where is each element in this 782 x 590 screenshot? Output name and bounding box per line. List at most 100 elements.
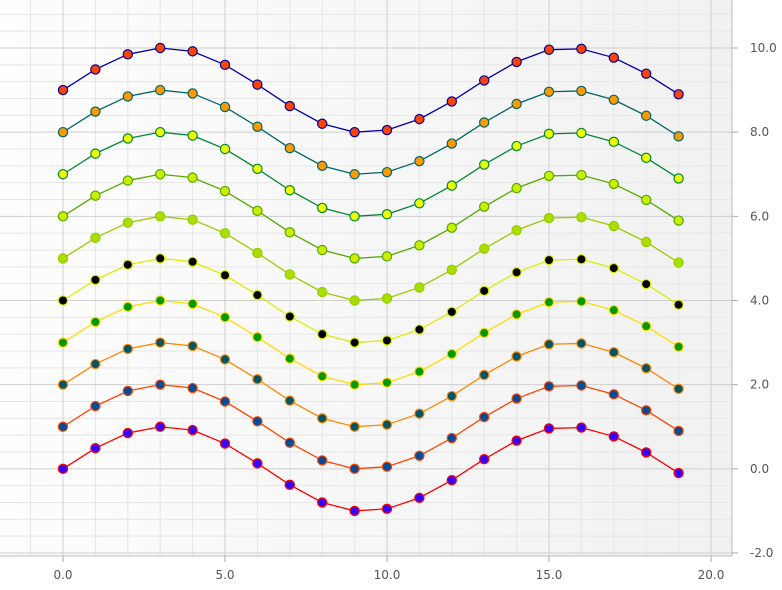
data-point — [317, 286, 328, 298]
data-point — [608, 304, 620, 316]
series-2 — [57, 337, 684, 432]
data-point — [349, 169, 360, 180]
data-point — [154, 84, 166, 96]
x-tick-label: 15.0 — [536, 568, 563, 582]
data-point — [349, 295, 360, 306]
data-point — [479, 327, 490, 339]
data-point — [187, 172, 198, 183]
data-point — [479, 411, 490, 423]
data-point — [154, 295, 166, 306]
data-point — [608, 136, 620, 148]
data-point — [414, 324, 425, 335]
data-point — [608, 52, 620, 63]
y-tick-label: 4.0 — [750, 294, 769, 308]
data-point — [641, 405, 652, 416]
data-point — [90, 316, 101, 328]
data-point — [187, 88, 198, 99]
data-point — [349, 421, 360, 432]
data-point — [317, 413, 328, 424]
data-point — [219, 227, 231, 239]
data-point — [122, 259, 134, 270]
series-line — [62, 257, 679, 344]
data-point — [90, 443, 101, 454]
data-point — [122, 133, 134, 144]
data-point — [317, 497, 328, 508]
data-point — [349, 505, 360, 517]
series-line — [62, 341, 679, 428]
data-point — [608, 178, 620, 190]
data-point — [349, 253, 360, 264]
data-point — [90, 106, 101, 117]
data-point — [154, 42, 166, 54]
data-point — [90, 64, 101, 75]
data-point — [446, 96, 457, 107]
data-point — [576, 296, 587, 307]
series-0 — [57, 421, 684, 517]
series-line — [62, 89, 679, 175]
data-point — [349, 211, 360, 222]
data-point — [57, 337, 69, 348]
data-point — [219, 270, 231, 281]
data-point — [511, 435, 522, 446]
data-point — [219, 438, 231, 449]
data-point — [284, 269, 295, 280]
data-point — [187, 298, 198, 310]
data-point — [349, 379, 360, 390]
data-point — [641, 320, 652, 332]
data-point — [414, 198, 425, 209]
data-point — [57, 211, 69, 222]
data-point — [446, 390, 457, 402]
y-tick-label: 8.0 — [750, 125, 769, 139]
data-point — [187, 424, 198, 436]
data-point — [122, 217, 134, 228]
data-point — [90, 358, 101, 370]
data-point — [673, 89, 684, 100]
data-point — [349, 126, 360, 138]
data-point — [511, 140, 522, 152]
data-point — [317, 244, 328, 256]
data-point — [284, 100, 295, 112]
data-point — [414, 240, 425, 251]
data-point — [608, 94, 620, 105]
data-point — [284, 479, 295, 491]
data-point — [576, 127, 587, 139]
data-point — [122, 301, 134, 313]
data-point — [673, 341, 684, 352]
data-point — [641, 363, 652, 374]
x-tick-label: 0.0 — [53, 568, 72, 582]
data-point — [381, 124, 393, 136]
data-point — [122, 49, 134, 60]
series-3 — [57, 295, 684, 390]
series-6 — [57, 169, 684, 264]
data-point — [90, 148, 101, 159]
data-point — [57, 421, 69, 432]
data-point — [511, 351, 522, 362]
data-point — [511, 98, 522, 110]
data-point — [381, 377, 393, 388]
data-point — [252, 205, 263, 217]
data-point — [381, 209, 393, 220]
data-point — [154, 337, 166, 348]
data-point — [219, 143, 231, 155]
data-point — [187, 382, 198, 394]
x-tick-label: 20.0 — [698, 568, 725, 582]
data-point — [252, 163, 263, 174]
data-point — [446, 264, 457, 275]
data-point — [543, 296, 555, 308]
data-point — [511, 309, 522, 320]
data-point — [219, 354, 231, 365]
data-point — [252, 331, 263, 343]
data-point — [414, 282, 425, 293]
data-point — [641, 68, 652, 79]
data-point — [641, 278, 652, 290]
data-point — [381, 503, 393, 515]
data-point — [576, 85, 587, 97]
series-1 — [57, 379, 684, 475]
data-point — [154, 379, 166, 390]
data-point — [57, 463, 69, 475]
data-point — [446, 348, 457, 360]
data-point — [479, 243, 490, 254]
data-point — [576, 169, 587, 181]
data-point — [446, 138, 457, 149]
